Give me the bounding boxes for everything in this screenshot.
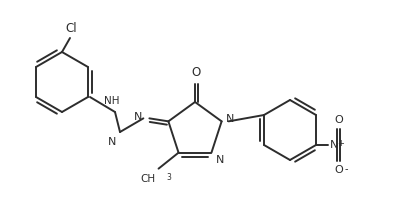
Text: N: N	[107, 137, 116, 147]
Text: +: +	[337, 138, 344, 148]
Text: -: -	[345, 164, 349, 174]
Text: CH: CH	[140, 174, 156, 184]
Text: NH: NH	[105, 95, 120, 106]
Text: O: O	[334, 165, 343, 175]
Text: O: O	[191, 66, 201, 79]
Text: O: O	[334, 115, 343, 125]
Text: N: N	[134, 112, 142, 122]
Text: 3: 3	[166, 173, 172, 182]
Text: N: N	[226, 114, 234, 124]
Text: N: N	[215, 155, 224, 165]
Text: N: N	[330, 140, 338, 150]
Text: Cl: Cl	[65, 22, 77, 35]
